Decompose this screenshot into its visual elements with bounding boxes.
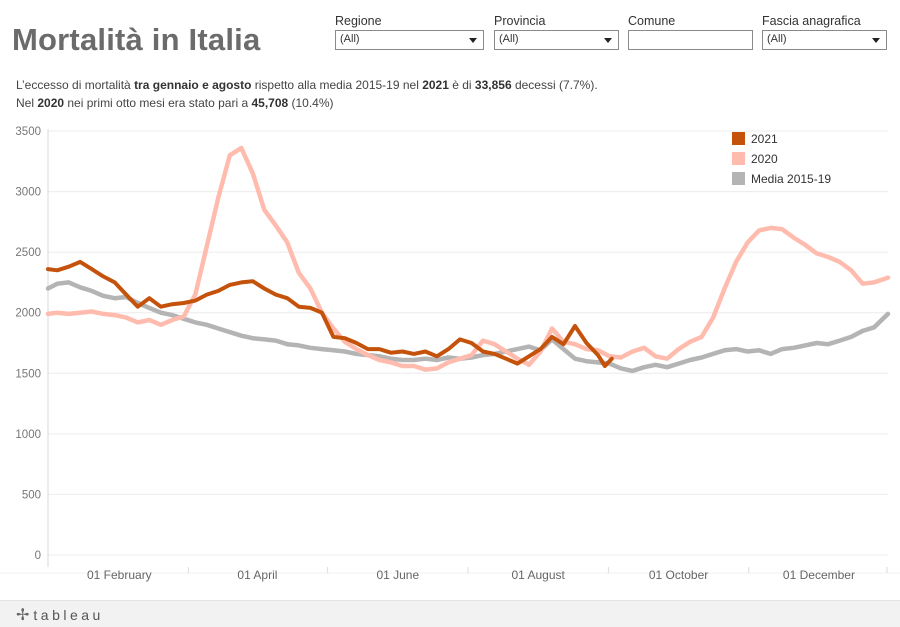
filter-comune[interactable]: Comune — [628, 14, 753, 50]
summary-fragment: 33,856 — [474, 78, 512, 92]
filter-fascia-value: (All) — [767, 33, 787, 45]
tableau-logo[interactable]: ✢ tableau — [16, 605, 104, 625]
summary-fragment: nei primi otto mesi era stato pari a — [64, 96, 252, 110]
page-title: Mortalità in Italia — [12, 22, 261, 57]
summary-fragment: 2020 — [37, 96, 65, 110]
series-line — [46, 259, 614, 368]
y-tick-label: 2500 — [15, 247, 41, 259]
filter-comune-label: Comune — [628, 14, 676, 28]
summary-fragment: L’eccesso di mortalità — [16, 78, 135, 92]
x-tick-label: 01 April — [237, 568, 277, 582]
y-tick-label: 3000 — [15, 187, 41, 199]
filter-provincia[interactable]: Provincia (All) — [494, 14, 619, 50]
x-tick-label: 01 June — [376, 568, 419, 582]
filter-fascia-label: Fascia anagrafica — [762, 14, 861, 28]
tableau-plus-icon: ✢ — [16, 607, 30, 624]
y-tick-label: 3500 — [15, 126, 41, 138]
summary-fragment: 2021 — [422, 78, 449, 92]
filter-fascia-anagrafica[interactable]: Fascia anagrafica (All) — [762, 14, 887, 50]
chevron-down-icon[interactable] — [872, 38, 880, 43]
summary-fragment: rispetto alla media 2015-19 nel — [251, 78, 423, 92]
filter-regione-label: Regione — [335, 14, 382, 28]
filter-provincia-select[interactable]: (All) — [494, 30, 619, 50]
filter-comune-input[interactable] — [628, 30, 753, 50]
legend-swatch — [732, 132, 745, 145]
y-tick-label: 500 — [22, 489, 41, 501]
filter-regione-value: (All) — [340, 33, 360, 45]
summary-line-2: Nel 2020 nei primi otto mesi era stato p… — [16, 94, 598, 112]
x-tick-label: 01 August — [511, 568, 565, 582]
summary-text: L’eccesso di mortalità tra gennaio e ago… — [16, 76, 598, 112]
legend-label: 2020 — [751, 152, 778, 166]
y-tick-label: 2000 — [15, 308, 41, 320]
legend-swatch — [732, 152, 745, 165]
legend-label: Media 2015-19 — [751, 172, 831, 186]
filter-provincia-value: (All) — [499, 33, 519, 45]
tableau-wordmark: tableau — [33, 607, 104, 623]
y-tick-label: 1000 — [15, 429, 41, 441]
summary-fragment: tra gennaio e agosto — [134, 78, 252, 92]
summary-fragment: Nel — [16, 96, 38, 110]
summary-fragment: è di — [448, 78, 475, 92]
x-tick-label: 01 February — [87, 568, 152, 582]
chevron-down-icon[interactable] — [469, 38, 477, 43]
y-tick-label: 1500 — [15, 368, 41, 380]
x-tick-label: 01 December — [783, 568, 855, 582]
filter-regione[interactable]: Regione (All) — [335, 14, 484, 50]
mortality-line-chart[interactable]: 0 500 1000 1500 2000 2500 3000 3500 01 February 0… — [0, 125, 900, 600]
filter-regione-select[interactable]: (All) — [335, 30, 484, 50]
footer-bar: ✢ tableau — [0, 600, 900, 627]
summary-fragment: (10.4%) — [288, 96, 334, 110]
filter-fascia-select[interactable]: (All) — [762, 30, 887, 50]
filter-provincia-label: Provincia — [494, 14, 546, 28]
chevron-down-icon[interactable] — [604, 38, 612, 43]
summary-line-1: L’eccesso di mortalità tra gennaio e ago… — [16, 76, 598, 94]
summary-fragment: 45,708 — [251, 96, 289, 110]
summary-fragment: decessi (7.7%). — [511, 78, 598, 92]
x-tick-label: 01 October — [649, 568, 708, 582]
legend-label: 2021 — [751, 132, 778, 146]
legend-swatch — [732, 172, 745, 185]
y-tick-label: 0 — [35, 550, 41, 562]
series-line — [45, 145, 891, 372]
